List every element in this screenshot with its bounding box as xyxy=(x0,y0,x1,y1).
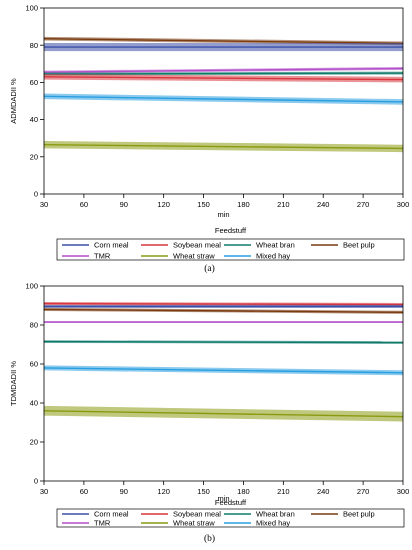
legend-label: Corn meal xyxy=(94,510,129,519)
legend-box xyxy=(56,238,405,261)
x-tick-label: 90 xyxy=(120,200,128,209)
series-line xyxy=(43,308,404,314)
legend-item: Beet pulp xyxy=(311,241,375,250)
series-line xyxy=(43,367,404,374)
x-tick-label: 30 xyxy=(40,200,48,209)
x-tick-label: 120 xyxy=(157,487,170,496)
legend-title: Feedstuff xyxy=(215,226,247,235)
legend-item: Corn meal xyxy=(62,241,129,250)
y-axis-label: TDMDADII % xyxy=(9,361,18,406)
x-tick-label: 60 xyxy=(80,487,88,496)
y-tick-label: 0 xyxy=(34,477,38,486)
legend: Feedstuff Corn meal Soybean meal Wheat bran… xyxy=(56,226,405,261)
y-tick-label: 40 xyxy=(30,115,38,124)
x-axis-label: min xyxy=(217,494,229,503)
y-tick-label: 40 xyxy=(30,399,38,408)
legend-item: Wheat straw xyxy=(141,519,215,528)
legend: Feedstuff Corn meal Soybean meal Wheat bran… xyxy=(56,498,405,528)
x-tick-label: 300 xyxy=(397,200,410,209)
figure-caption: (a) xyxy=(204,263,215,274)
legend-label: Wheat bran xyxy=(256,510,295,519)
y-tick-label: 60 xyxy=(30,78,38,87)
legend-item: Wheat bran xyxy=(224,241,295,250)
chart-panel-b: 0 20 40 60 80 100 30 60 90 120 150 180 210 240 270 300 m… xyxy=(9,282,409,544)
legend-label: Wheat straw xyxy=(173,252,215,261)
legend-item: Soybean meal xyxy=(141,241,221,250)
series-line xyxy=(43,302,404,306)
x-tick-label: 240 xyxy=(317,200,330,209)
legend-label: Mixed hay xyxy=(256,252,290,261)
series-line xyxy=(43,37,404,45)
legend-item: Beet pulp xyxy=(311,510,375,519)
legend-label: Beet pulp xyxy=(343,510,375,519)
legend-label: Wheat straw xyxy=(173,519,215,528)
legend-item: Wheat bran xyxy=(224,510,295,519)
legend-label: Wheat bran xyxy=(256,241,295,250)
legend-item: TMR xyxy=(62,519,111,528)
legend-item: Mixed hay xyxy=(224,252,290,261)
x-tick-label: 210 xyxy=(277,487,290,496)
series-line xyxy=(43,95,404,103)
legend-label: TMR xyxy=(94,252,111,261)
chart-panel-a: 0 20 40 60 80 100 30 60 90 120 150 180 210 240 270 300 m… xyxy=(9,4,409,274)
y-tick-label: 80 xyxy=(30,41,38,50)
legend-label: Corn meal xyxy=(94,241,129,250)
x-tick-label: 210 xyxy=(277,200,290,209)
legend-label: Beet pulp xyxy=(343,241,375,250)
x-tick-label: 90 xyxy=(120,487,128,496)
y-tick-label: 80 xyxy=(30,321,38,330)
y-axis-label: ADMDADII % xyxy=(9,78,18,124)
legend-label: Mixed hay xyxy=(256,519,290,528)
series-line xyxy=(43,144,404,150)
x-tick-label: 270 xyxy=(357,200,370,209)
y-tick-label: 60 xyxy=(30,360,38,369)
legend-title: Feedstuff xyxy=(215,498,247,507)
plot-frame xyxy=(43,285,404,482)
series-line xyxy=(43,410,404,418)
x-tick-label: 30 xyxy=(40,487,48,496)
y-tick-label: 100 xyxy=(25,282,38,291)
y-tick-label: 0 xyxy=(34,190,38,199)
legend-item: Mixed hay xyxy=(224,519,290,528)
legend-item: Corn meal xyxy=(62,510,129,519)
plot-area xyxy=(44,286,403,481)
x-tick-label: 60 xyxy=(80,200,88,209)
series-line xyxy=(43,76,404,81)
x-tick-label: 150 xyxy=(197,200,210,209)
series-line xyxy=(43,67,404,73)
legend-box xyxy=(56,508,405,528)
x-tick-label: 300 xyxy=(397,487,410,496)
series-line xyxy=(43,340,404,344)
legend-label: Soybean meal xyxy=(173,241,221,250)
legend-label: Soybean meal xyxy=(173,510,221,519)
y-tick-label: 20 xyxy=(30,152,38,161)
x-axis-label: min xyxy=(217,210,229,219)
x-tick-label: 150 xyxy=(197,487,210,496)
legend-item: TMR xyxy=(62,252,111,261)
legend-label: TMR xyxy=(94,519,111,528)
legend-item: Soybean meal xyxy=(141,510,221,519)
x-tick-label: 120 xyxy=(157,200,170,209)
x-tick-label: 180 xyxy=(237,200,250,209)
x-tick-label: 270 xyxy=(357,487,370,496)
legend-item: Wheat straw xyxy=(141,252,215,261)
y-tick-label: 100 xyxy=(25,4,38,13)
x-tick-label: 240 xyxy=(317,487,330,496)
y-tick-label: 20 xyxy=(30,438,38,447)
series-line xyxy=(43,72,404,75)
plot-frame xyxy=(43,7,404,195)
x-tick-label: 180 xyxy=(237,487,250,496)
figure-caption: (b) xyxy=(204,533,215,544)
